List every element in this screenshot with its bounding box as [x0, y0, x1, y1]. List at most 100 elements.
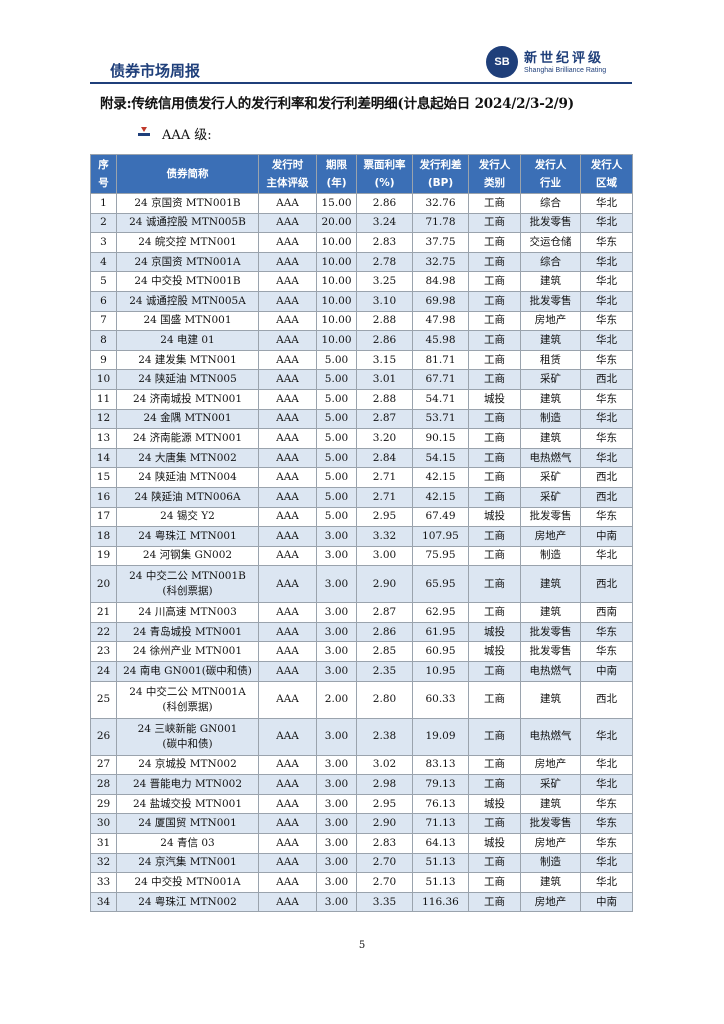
cell-category: 工商: [468, 717, 521, 756]
cell-spread: 81.71: [412, 349, 469, 371]
column-header-line: 区域: [596, 177, 617, 189]
cell-region: 华东: [580, 793, 633, 815]
cell-region: 西北: [580, 467, 633, 488]
cell-spread: 60.33: [412, 680, 469, 719]
cell-term: 5.00: [316, 369, 357, 390]
cell-industry: 房地产: [520, 310, 581, 332]
cell-rating: AAA: [258, 526, 317, 547]
cell-no: 1: [90, 193, 117, 214]
cell-no: 34: [90, 891, 117, 913]
cell-coupon: 2.86: [356, 193, 413, 214]
cell-text: 工商: [484, 353, 505, 366]
cell-text: 10.00: [321, 314, 352, 327]
cell-text: 华北: [596, 294, 617, 307]
table-row: 22 24 青岛城投 MTN001 AAA 3.00 2.86 61.95 城投 批发零售 华东: [90, 621, 633, 643]
cell-text: 3.35: [372, 895, 397, 908]
cell-coupon: 2.70: [356, 852, 413, 874]
cell-text: 工商: [484, 431, 505, 444]
cell-category: 工商: [468, 408, 521, 430]
cell-term: 10.00: [316, 330, 357, 351]
cell-text: 工商: [484, 235, 505, 248]
cell-name: 24 国盛 MTN001: [116, 310, 259, 332]
cell-name: 24 三峡新能 GN001 (碳中和债): [116, 717, 259, 756]
cell-text: 5.00: [324, 373, 349, 386]
cell-text: AAA: [276, 510, 299, 523]
cell-rating: AAA: [258, 369, 317, 390]
cell-industry: 批发零售: [520, 621, 581, 643]
column-header-line: 期限: [326, 159, 347, 171]
cell-spread: 42.15: [412, 486, 469, 508]
cell-text: 3.32: [372, 529, 397, 542]
cell-text: 83.13: [425, 758, 456, 771]
cell-text: AAA: [276, 664, 299, 677]
cell-no: 9: [90, 349, 117, 371]
cell-text: 2.95: [372, 797, 397, 810]
cell-text: 29: [96, 797, 111, 810]
cell-text: AAA: [276, 353, 299, 366]
cell-text: 工商: [484, 664, 505, 677]
cell-text: 3.00: [324, 758, 349, 771]
table-row: 18 24 粤珠江 MTN001 AAA 3.00 3.32 107.95 工商 房地产 中南: [90, 526, 633, 547]
cell-industry: 批发零售: [520, 813, 581, 835]
cell-coupon: 3.20: [356, 428, 413, 449]
cell-name: 24 建发集 MTN001: [116, 349, 259, 371]
cell-text: 城投: [484, 797, 505, 810]
cell-name: 24 中交投 MTN001A: [116, 872, 259, 893]
cell-term: 10.00: [316, 310, 357, 332]
cell-text: 工商: [484, 778, 505, 791]
cell-region: 华北: [580, 852, 633, 874]
cell-text: 中南: [596, 895, 617, 908]
cell-text: AAA: [276, 216, 299, 229]
table-row: 6 24 诚通控股 MTN005A AAA 10.00 3.10 69.98 工商 批发零售 华…: [90, 290, 633, 312]
cell-text: 3.24: [372, 216, 397, 229]
cell-no: 15: [90, 467, 117, 488]
table-row: 10 24 陕延油 MTN005 AAA 5.00 3.01 67.71 工商 采矿 西北: [90, 369, 633, 390]
cell-industry: 建筑: [520, 872, 581, 893]
cell-text: 3.15: [372, 353, 397, 366]
cell-text: 3.20: [372, 431, 397, 444]
cell-text: 华东: [596, 836, 617, 849]
cell-text: 华东: [596, 510, 617, 523]
cell-name: 24 京国资 MTN001B: [116, 193, 259, 214]
cell-region: 华东: [580, 388, 633, 410]
table-row: 32 24 京汽集 MTN001 AAA 3.00 2.70 51.13 工商 制造 华北: [90, 852, 633, 874]
cell-text: 工商: [484, 412, 505, 425]
cell-text: 华东: [596, 235, 617, 248]
cell-rating: AAA: [258, 486, 317, 508]
cell-text: AAA: [276, 730, 299, 743]
cell-text: 32.76: [425, 196, 456, 209]
cell-text: 5.00: [324, 451, 349, 464]
table-row: 13 24 济南能源 MTN001 AAA 5.00 3.20 90.15 工商 建筑 华东: [90, 428, 633, 449]
cell-text: 2.85: [372, 645, 397, 658]
cell-term: 5.00: [316, 447, 357, 469]
cell-text: AAA: [276, 645, 299, 658]
cell-spread: 54.15: [412, 447, 469, 469]
cell-text: 24 盐城交投 MTN001: [132, 797, 243, 810]
cell-category: 工商: [468, 232, 521, 253]
cell-coupon: 3.10: [356, 290, 413, 312]
cell-rating: AAA: [258, 290, 317, 312]
cell-industry: 电热燃气: [520, 447, 581, 469]
cell-text: 建筑: [540, 876, 561, 889]
cell-text: 2.90: [372, 577, 397, 590]
column-header: 票面利率 (%): [356, 154, 413, 194]
table-row: 23 24 徐州产业 MTN001 AAA 3.00 2.85 60.95 城投 批发零售 华东: [90, 641, 633, 663]
cell-no: 33: [90, 872, 117, 893]
cell-category: 工商: [468, 680, 521, 719]
cell-text: 24 粤珠江 MTN001: [138, 529, 237, 542]
cell-text: 24 金隅 MTN001: [143, 412, 232, 425]
cell-term: 5.00: [316, 486, 357, 508]
cell-spread: 42.15: [412, 467, 469, 488]
cell-text: 3.00: [324, 625, 349, 638]
column-header-line: 号: [98, 177, 109, 189]
cell-no: 19: [90, 545, 117, 567]
cell-no: 13: [90, 428, 117, 449]
cell-coupon: 3.24: [356, 212, 413, 234]
cell-text: 城投: [484, 836, 505, 849]
cell-text: 2.80: [372, 693, 397, 706]
cell-text: 60.33: [425, 693, 456, 706]
cell-coupon: 2.80: [356, 680, 413, 719]
cell-name: 24 陕延油 MTN006A: [116, 486, 259, 508]
cell-name: 24 川高速 MTN003: [116, 602, 259, 623]
cell-name: 24 粤珠江 MTN001: [116, 526, 259, 547]
